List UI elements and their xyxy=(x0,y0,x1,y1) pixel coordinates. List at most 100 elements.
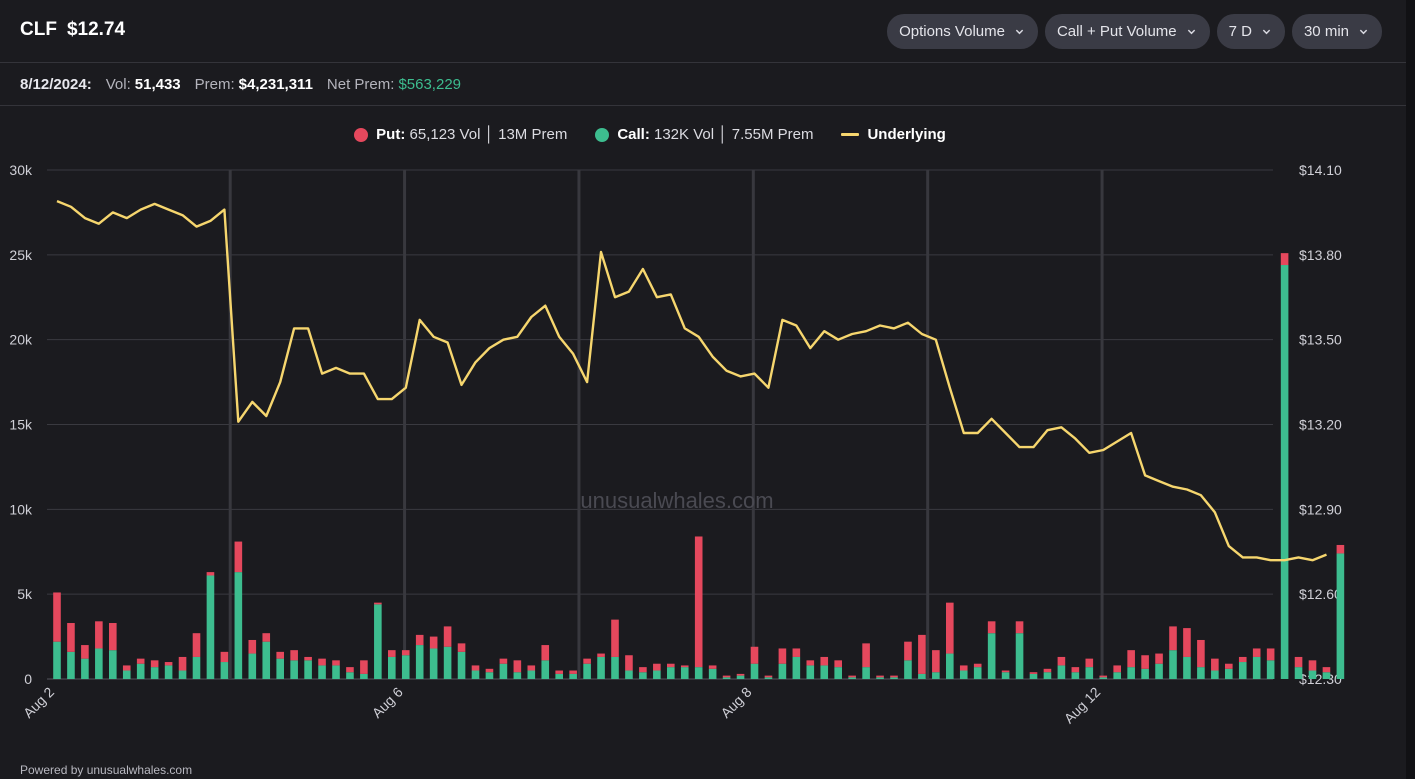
range-dropdown[interactable]: 7 D xyxy=(1216,14,1285,49)
call-volume-bar xyxy=(1266,660,1275,679)
call-volume-bar xyxy=(1141,668,1149,679)
put-volume-bar xyxy=(415,634,424,646)
left-axis-tick-label: 15k xyxy=(9,417,33,433)
ticker-title: CLF $12.74 xyxy=(20,19,125,41)
put-volume-bar xyxy=(680,665,689,668)
put-volume-bar xyxy=(987,621,996,634)
right-axis-tick-label: $12.90 xyxy=(1299,501,1342,517)
call-volume-bar xyxy=(1071,672,1080,679)
legend-put[interactable]: Put: 65,123 Vol │ 13M Prem xyxy=(354,126,567,143)
legend-underlying-name: Underlying xyxy=(867,126,946,143)
metric-dropdown[interactable]: Options Volume xyxy=(887,14,1038,49)
call-volume-bar xyxy=(1099,677,1108,679)
put-volume-bar xyxy=(959,665,968,671)
call-volume-bar xyxy=(1029,673,1038,679)
x-axis-tick-label: Aug 2 xyxy=(20,684,57,721)
put-volume-bar xyxy=(778,648,787,664)
call-volume-bar xyxy=(443,646,452,679)
call-volume-bar xyxy=(932,672,940,679)
call-volume-bar xyxy=(611,656,619,679)
put-volume-bar xyxy=(95,621,103,649)
left-axis-tick-label: 25k xyxy=(9,247,33,263)
call-volume-bar xyxy=(485,672,494,679)
call-volume-bar xyxy=(53,641,61,679)
page-scrollbar[interactable] xyxy=(1406,0,1415,779)
put-volume-bar xyxy=(513,660,522,673)
put-volume-bar xyxy=(388,650,396,657)
put-volume-bar xyxy=(164,662,173,666)
call-volume-bar xyxy=(109,650,117,679)
put-volume-bar xyxy=(639,667,647,673)
put-volume-bar xyxy=(429,636,438,649)
legend-call[interactable]: Call: 132K Vol │ 7.55M Prem xyxy=(595,126,813,143)
volume-type-dropdown-label: Call + Put Volume xyxy=(1056,23,1177,40)
put-volume-bar xyxy=(1043,668,1052,673)
call-volume-bar xyxy=(904,660,912,679)
legend-underlying[interactable]: Underlying xyxy=(841,126,946,143)
put-volume-bar xyxy=(374,602,382,605)
call-volume-bar xyxy=(722,677,731,679)
call-volume-bar xyxy=(792,656,801,679)
call-volume-bar xyxy=(694,667,703,679)
legend-call-text: Call: 132K Vol │ 7.55M Prem xyxy=(617,126,813,143)
put-volume-bar xyxy=(932,650,940,673)
put-volume-bar xyxy=(1029,672,1038,674)
stats-date: 8/12/2024: xyxy=(20,76,92,93)
put-volume-bar xyxy=(876,675,884,678)
call-volume-bar xyxy=(1169,650,1177,679)
call-volume-bar xyxy=(457,651,466,679)
call-volume-bar xyxy=(541,660,550,679)
volume-type-dropdown[interactable]: Call + Put Volume xyxy=(1044,14,1210,49)
put-volume-bar xyxy=(1015,621,1024,634)
call-volume-bar xyxy=(597,656,605,679)
put-volume-bar xyxy=(1141,655,1149,669)
put-volume-bar xyxy=(1336,544,1345,554)
put-volume-bar xyxy=(583,658,591,664)
call-volume-bar xyxy=(653,670,661,679)
put-volume-bar xyxy=(1308,660,1317,671)
put-volume-bar xyxy=(220,651,229,663)
call-volume-bar xyxy=(987,633,996,679)
call-volume-bar xyxy=(1085,667,1094,679)
call-volume-bar xyxy=(778,663,787,679)
call-volume-bar xyxy=(708,668,717,679)
call-volume-bar xyxy=(1015,633,1024,679)
interval-dropdown-label: 30 min xyxy=(1303,23,1349,40)
put-volume-bar xyxy=(53,592,61,642)
put-volume-bar xyxy=(1169,626,1177,651)
call-volume-bar xyxy=(959,670,968,679)
underlying-swatch-icon xyxy=(841,133,860,136)
put-volume-bar xyxy=(122,665,131,671)
call-volume-bar xyxy=(374,604,382,679)
call-volume-bar xyxy=(1308,670,1317,679)
ticker-price: $12.74 xyxy=(66,19,126,40)
legend-put-name: Put: xyxy=(376,126,406,143)
stats-prem-label: Prem: xyxy=(194,76,235,93)
call-volume-bar xyxy=(136,663,145,679)
put-volume-bar xyxy=(136,658,145,664)
put-volume-bar xyxy=(764,675,773,678)
call-volume-bar xyxy=(1155,663,1163,679)
call-volume-bar xyxy=(583,663,591,679)
chevron-down-icon xyxy=(1359,29,1368,35)
call-volume-bar xyxy=(569,673,577,679)
range-dropdown-label: 7 D xyxy=(1228,23,1252,40)
underlying-price-line xyxy=(56,199,1327,562)
stats-vol-value: 51,433 xyxy=(134,76,181,93)
x-axis-tick-label: Aug 12 xyxy=(1061,684,1104,727)
interval-dropdown[interactable]: 30 min xyxy=(1291,14,1382,49)
put-volume-bar xyxy=(1155,653,1163,664)
call-volume-bar xyxy=(276,658,284,679)
put-volume-bar xyxy=(234,541,243,573)
call-volume-bar xyxy=(1280,265,1289,679)
call-volume-bar xyxy=(1197,667,1205,679)
put-volume-bar xyxy=(625,655,633,671)
call-volume-bar xyxy=(639,672,647,679)
put-volume-bar xyxy=(81,645,89,659)
call-volume-bar xyxy=(1294,667,1303,679)
put-volume-bar xyxy=(1071,667,1080,673)
call-volume-bar xyxy=(1225,668,1233,679)
call-volume-bar xyxy=(527,670,536,679)
footer-credit: Powered by unusualwhales.com xyxy=(20,763,193,777)
right-axis-tick-label: $14.10 xyxy=(1299,162,1342,178)
